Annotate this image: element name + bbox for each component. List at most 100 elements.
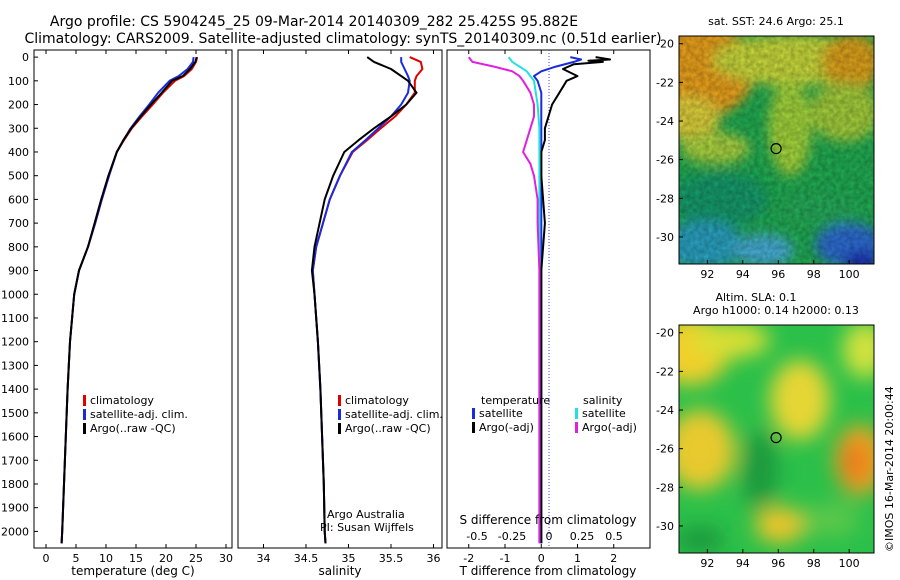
temperature-x-label: temperature (deg C): [71, 564, 194, 578]
depth-tick-label: 900: [8, 265, 29, 278]
x-tick-label: 5: [73, 552, 80, 565]
temperature-difference-x-label: T difference from climatology: [459, 564, 637, 578]
argo-location-marker: [770, 143, 782, 155]
map-x-tick-label: 98: [807, 557, 821, 570]
depth-tick-label: 1900: [1, 502, 29, 515]
depth-tick-label: 300: [8, 122, 29, 135]
legend-swatch: [83, 395, 86, 406]
legend-label: climatology: [90, 394, 154, 407]
sst-map: sat. SST: 24.6 Argo: 25.1 92 94 96 98 1: [656, 15, 875, 281]
sst-field: [679, 36, 874, 264]
sla-map-ticks: 92 94 96 98 100 -20 -22 -24 -26 -28 -30: [656, 327, 860, 570]
depth-tick-label: 1500: [1, 407, 29, 420]
map-y-tick-label: -20: [656, 38, 674, 51]
legend-swatch: [575, 408, 578, 419]
map-y-tick-label: -20: [656, 327, 674, 340]
series-line-argo-raw-qc-: [310, 56, 418, 544]
depth-tick-label: 600: [8, 193, 29, 206]
depth-tick-label: 100: [8, 75, 29, 88]
sla-map-subtitle: Argo h1000: 0.14 h2000: 0.13: [693, 304, 859, 317]
salinity-diff-tick-label: 0.5: [605, 530, 623, 543]
map-y-tick-label: -28: [656, 481, 674, 494]
salinity-diff-tick-label: -0.25: [498, 530, 526, 543]
depth-tick-label: 1600: [1, 431, 29, 444]
temperature-series-lines: [60, 56, 199, 544]
legend-swatch: [338, 423, 341, 434]
legend-label: satellite-adj. clim.: [345, 408, 443, 421]
depth-tick-label: 1200: [1, 336, 29, 349]
salinity-diff-tick-label: -0.5: [466, 530, 487, 543]
figure-title-line1: Argo profile: CS 5904245_25 09-Mar-2014 …: [50, 14, 578, 30]
map-y-tick-label: -30: [656, 231, 674, 244]
map-x-tick-label: 94: [736, 557, 750, 570]
salinity-diff-tick-label: 0: [546, 530, 553, 543]
x-tick-label: -1: [500, 552, 511, 565]
x-tick-label: -2: [463, 552, 474, 565]
x-tick-label: 25: [189, 552, 203, 565]
sla-map-frame: [678, 324, 875, 554]
legend-label: Argo(-adj): [479, 421, 534, 434]
x-tick-label: 35.5: [379, 552, 404, 565]
x-tick-label: 36: [427, 552, 441, 565]
map-y-tick-label: -26: [656, 154, 674, 167]
x-tick-label: 1: [574, 552, 581, 565]
x-tick-label: 30: [219, 552, 233, 565]
sst-map-ticks: 92 94 96 98 100 -20 -22 -24 -26 -28 -30: [656, 38, 860, 281]
map-x-tick-label: 92: [700, 268, 714, 281]
legend-swatch: [83, 409, 86, 420]
legend-label: satellite: [582, 407, 626, 420]
imos-timestamp: ©IMOS 16-Mar-2014 20:00:44: [883, 386, 896, 552]
x-tick-label: 10: [99, 552, 113, 565]
temperature-x-ticks: 0 5 10 15 20 25 30: [43, 50, 233, 565]
x-tick-label: 34.5: [294, 552, 319, 565]
argo-location-marker-sla: [770, 432, 782, 444]
legend-header-temperature: temperature: [481, 394, 550, 407]
legend-swatch: [472, 422, 475, 433]
difference-x-ticks: -2 -1 0 1 2 -0.5 -0.25 0 0.25 0.5: [463, 50, 623, 565]
sla-map-title: Altim. SLA: 0.1: [715, 291, 796, 304]
map-x-tick-label: 94: [736, 268, 750, 281]
depth-tick-label: 800: [8, 241, 29, 254]
legend-label: Argo(-adj): [582, 421, 637, 434]
depth-tick-label: 1300: [1, 359, 29, 372]
x-tick-label: 2: [610, 552, 617, 565]
salinity-series-lines: [310, 56, 424, 544]
depth-tick-label: 1100: [1, 312, 29, 325]
map-y-tick-label: -22: [656, 365, 674, 378]
depth-tick-label: 1700: [1, 454, 29, 467]
map-y-tick-label: -28: [656, 192, 674, 205]
sst-map-frame: [678, 35, 875, 265]
map-x-tick-label: 100: [839, 268, 860, 281]
legend-swatch: [472, 408, 475, 419]
legend-swatch: [338, 409, 341, 420]
x-tick-label: 34: [257, 552, 271, 565]
x-tick-label: 15: [129, 552, 143, 565]
difference-legend: temperature salinitysatelliteArgo(-adj)sa…: [472, 394, 637, 434]
map-x-tick-label: 98: [807, 268, 821, 281]
series-line-temperature-argo-adj-: [540, 56, 612, 544]
legend-label: climatology: [345, 394, 409, 407]
legend-header-salinity: salinity: [583, 394, 623, 407]
sla-field: [679, 325, 874, 553]
sla-map: Altim. SLA: 0.1 Argo h1000: 0.14 h2000: …: [656, 291, 875, 570]
depth-tick-label: 700: [8, 217, 29, 230]
argo-australia-note: Argo Australia: [327, 508, 405, 521]
temperature-axes-frame: [33, 49, 233, 549]
depth-tick-label: 400: [8, 146, 29, 159]
x-tick-label: 0: [43, 552, 50, 565]
legend-label: Argo(..raw -QC): [345, 422, 431, 435]
map-x-tick-label: 96: [771, 268, 785, 281]
map-y-tick-label: -30: [656, 520, 674, 533]
depth-tick-label: 1400: [1, 383, 29, 396]
legend-label: satellite: [479, 407, 523, 420]
map-x-tick-label: 92: [700, 557, 714, 570]
salinity-x-ticks: 34 34.5 35 35.5 36: [257, 50, 441, 565]
depth-tick-label: 200: [8, 99, 29, 112]
map-x-tick-label: 100: [839, 557, 860, 570]
series-line-salinity-argo-adj-: [467, 56, 541, 544]
x-tick-label: 20: [159, 552, 173, 565]
map-y-tick-label: -24: [656, 115, 674, 128]
depth-tick-label: 500: [8, 170, 29, 183]
